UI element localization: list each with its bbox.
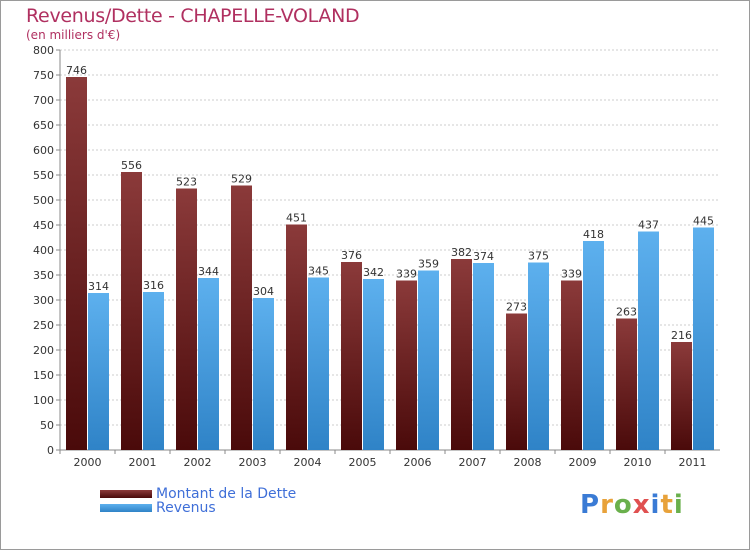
data-label-dette: 339	[396, 268, 417, 281]
data-label-dette: 529	[231, 173, 252, 186]
bar-revenus	[363, 279, 384, 450]
data-label-dette: 382	[451, 246, 472, 259]
data-label-revenus: 316	[143, 279, 164, 292]
data-label-dette: 273	[506, 301, 527, 314]
bar-revenus	[143, 292, 164, 450]
data-label-dette: 451	[286, 212, 307, 225]
bar-dette	[616, 318, 637, 450]
legend-swatch-dette	[100, 490, 152, 498]
bar-revenus	[693, 227, 714, 450]
y-tick-label: 350	[33, 269, 54, 282]
data-label-revenus: 445	[693, 215, 714, 228]
y-tick-label: 600	[33, 144, 54, 157]
bar-revenus	[88, 293, 109, 450]
y-tick-label: 150	[33, 369, 54, 382]
x-tick-label: 2000	[74, 456, 102, 469]
bar-revenus	[473, 263, 494, 450]
x-tick-label: 2001	[129, 456, 157, 469]
bar-dette	[506, 313, 527, 450]
legend-item-dette: Montant de la Dette	[100, 486, 296, 502]
bar-revenus	[583, 241, 604, 450]
data-label-revenus: 314	[88, 280, 109, 293]
bar-dette	[176, 188, 197, 450]
bar-dette	[231, 185, 252, 450]
y-tick-label: 50	[40, 419, 54, 432]
legend-swatch-revenus	[100, 504, 152, 512]
y-tick-label: 450	[33, 219, 54, 232]
bar-dette	[561, 280, 582, 450]
y-tick-label: 700	[33, 94, 54, 107]
bar-revenus	[638, 231, 659, 450]
y-tick-label: 650	[33, 119, 54, 132]
y-tick-label: 300	[33, 294, 54, 307]
x-tick-label: 2005	[349, 456, 377, 469]
data-label-revenus: 418	[583, 228, 604, 241]
logo-letter: t	[660, 490, 674, 520]
data-label-dette: 216	[671, 329, 692, 342]
bar-dette	[341, 262, 362, 450]
legend-label-dette: Montant de la Dette	[156, 486, 297, 502]
bar-dette	[671, 342, 692, 450]
y-tick-label: 550	[33, 169, 54, 182]
data-label-dette: 556	[121, 159, 142, 172]
y-tick-label: 250	[33, 319, 54, 332]
data-label-revenus: 345	[308, 265, 329, 278]
x-tick-label: 2009	[569, 456, 597, 469]
chart-subtitle: (en milliers d'€)	[26, 28, 121, 42]
y-tick-label: 200	[33, 344, 54, 357]
x-tick-label: 2006	[404, 456, 432, 469]
bar-dette	[121, 172, 142, 450]
y-tick-label: 750	[33, 69, 54, 82]
data-label-dette: 263	[616, 306, 637, 319]
legend-item-revenus: Revenus	[100, 500, 216, 516]
y-tick-label: 500	[33, 194, 54, 207]
x-tick-label: 2003	[239, 456, 267, 469]
logo-letter: r	[600, 490, 614, 520]
data-label-dette: 746	[66, 64, 87, 77]
proxiti-logo: Proxiti	[580, 490, 684, 520]
bar-revenus	[308, 277, 329, 450]
data-label-dette: 376	[341, 249, 362, 262]
x-tick-label: 2004	[294, 456, 322, 469]
x-tick-label: 2011	[679, 456, 707, 469]
grid-lines	[60, 49, 720, 451]
data-label-revenus: 344	[198, 265, 219, 278]
x-tick-label: 2002	[184, 456, 212, 469]
bar-dette	[451, 259, 472, 450]
bar-revenus	[198, 278, 219, 450]
bar-dette	[286, 224, 307, 450]
x-tick-label: 2008	[514, 456, 542, 469]
y-tick-label: 100	[33, 394, 54, 407]
bar-dette	[396, 280, 417, 450]
data-label-revenus: 437	[638, 219, 659, 232]
bar-revenus	[418, 270, 439, 450]
data-label-revenus: 375	[528, 250, 549, 263]
y-tick-label: 400	[33, 244, 54, 257]
x-tick-label: 2010	[624, 456, 652, 469]
data-label-revenus: 342	[363, 266, 384, 279]
data-label-revenus: 304	[253, 285, 274, 298]
data-label-dette: 523	[176, 176, 197, 189]
y-tick-label: 800	[33, 44, 54, 57]
x-tick-label: 2007	[459, 456, 487, 469]
logo-letter: o	[613, 490, 633, 520]
data-label-dette: 339	[561, 268, 582, 281]
bar-dette	[66, 77, 87, 450]
legend-label-revenus: Revenus	[156, 500, 216, 516]
logo-letter: i	[650, 490, 661, 520]
data-label-revenus: 374	[473, 250, 494, 263]
data-label-revenus: 359	[418, 258, 439, 271]
bars	[66, 77, 714, 450]
bar-revenus	[253, 298, 274, 450]
bar-revenus	[528, 262, 549, 450]
logo-letter: P	[580, 490, 601, 520]
logo-letter: i	[673, 490, 684, 520]
axes: 0 50 100 150 200 250 300 350 400 450 500 550 600 650 7…	[33, 44, 720, 469]
logo-letter: x	[632, 490, 651, 520]
y-tick-label: 0	[47, 444, 54, 457]
chart-title: Revenus/Dette - CHAPELLE-VOLAND	[26, 5, 360, 27]
